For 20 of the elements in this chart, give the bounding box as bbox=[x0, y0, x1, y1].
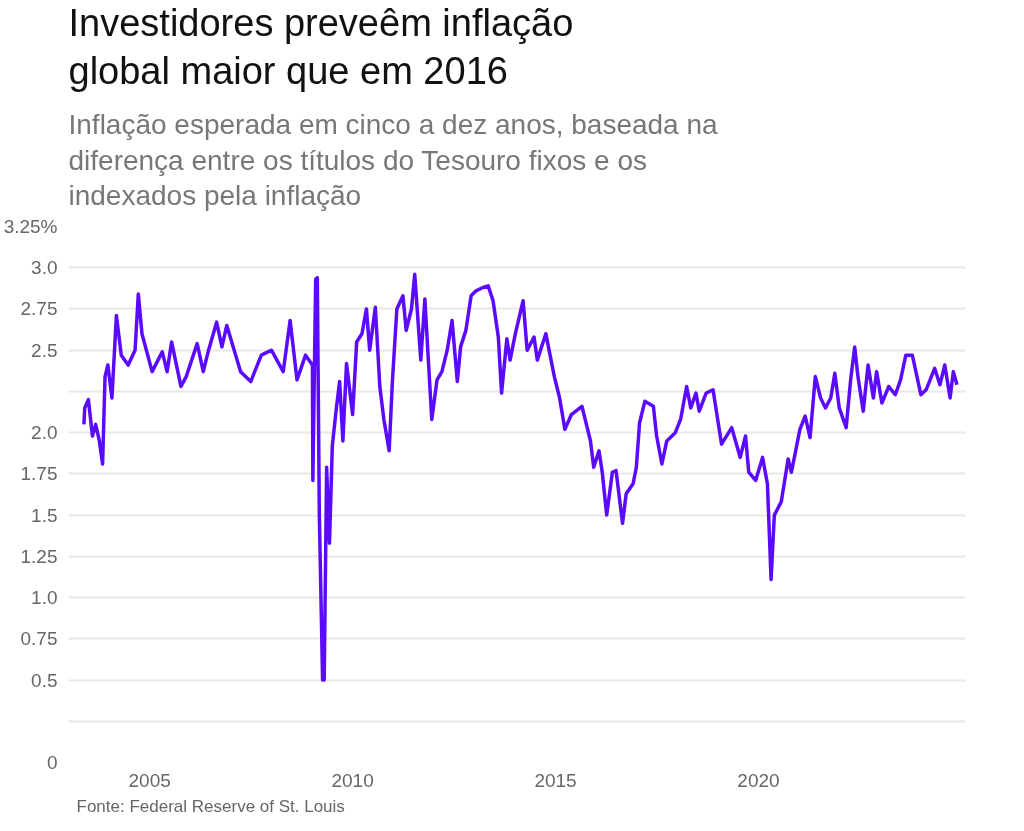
x-tick-label: 2005 bbox=[128, 769, 171, 791]
y-tick-label: 3.25% bbox=[3, 216, 58, 237]
y-tick-label: 0.75 bbox=[20, 628, 58, 650]
chart-title: Investidores preveêm inflação global maior que em 2016 bbox=[68, 2, 574, 93]
y-tick-label: 1.5 bbox=[31, 504, 58, 526]
y-tick-label: 1.25 bbox=[20, 545, 58, 567]
y-tick-label: 1.75 bbox=[20, 463, 58, 485]
y-tick-label: 2.0 bbox=[31, 422, 58, 444]
y-tick-label: 2.75 bbox=[20, 298, 58, 320]
y-tick-label: 0.5 bbox=[31, 669, 58, 691]
y-tick-label: 3.0 bbox=[31, 257, 58, 279]
x-tick-label: 2020 bbox=[737, 769, 780, 791]
line-series bbox=[82, 272, 959, 682]
source-note: Fonte: Federal Reserve of St. Louis bbox=[76, 796, 345, 816]
y-tick-label: 1.0 bbox=[31, 587, 58, 609]
y-tick-label: 2.5 bbox=[31, 339, 58, 361]
x-tick-label: 2010 bbox=[331, 769, 374, 791]
x-tick-label: 2015 bbox=[534, 769, 577, 791]
chart-subtitle: Inflação esperada em cinco a dez anos, baseada na diferença entre os títulos do Tesouro fixos e os indexados pela inflação bbox=[68, 109, 719, 212]
y-tick-label: 0 bbox=[46, 752, 58, 773]
